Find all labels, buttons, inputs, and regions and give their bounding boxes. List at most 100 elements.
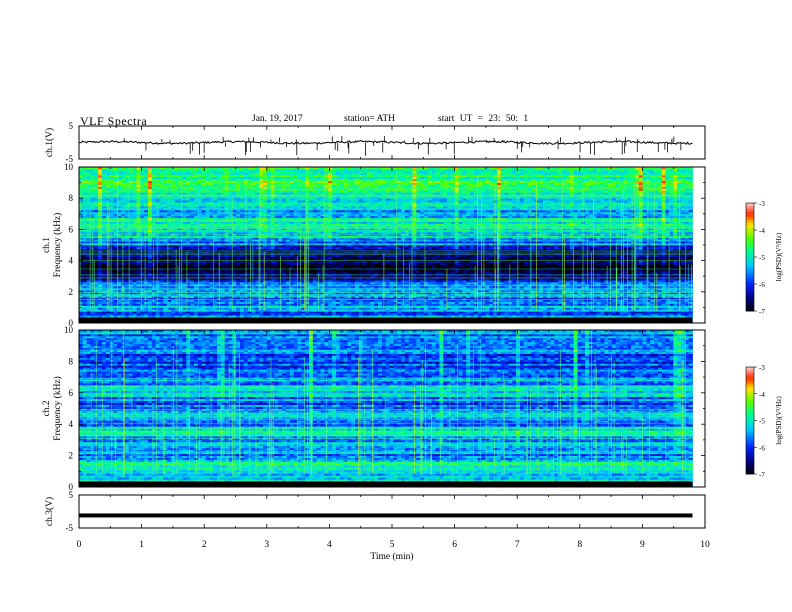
ch1-spectrogram-colorbar-segment [746,246,754,250]
x-tick-label: 3 [264,540,269,550]
ch2-spectrogram-colorbar-segment [746,383,754,387]
ch2-spectrogram-colorbar-segment [746,439,754,443]
ch2-spectrogram-colorbar-segment [746,433,754,437]
y-tick-label: 6 [69,388,74,398]
ch2-spectrogram-colorbar-segment [746,375,754,379]
ch2-spectrogram-colorbar-segment [746,407,754,411]
ch2-spectrogram-heatmap [79,330,693,488]
ch2-spectrogram-low-band [79,481,693,487]
ch1-spectrogram-colorbar-segment [746,221,754,225]
figure-title: VLF Spectra [80,114,147,129]
ch2-spectrogram-colorbar-segment [746,455,754,459]
x-tick-label: 10 [700,540,710,550]
ch2-spectrogram-colorbar-segment [746,380,754,384]
ch2-spectrogram-colorbar-segment [746,468,754,472]
start-time-label: start UT = 23: 50: 1 [438,114,528,124]
ch1-spectrogram-colorbar-segment [746,257,754,261]
ch1-spectrogram-colorbar-segment [746,208,754,212]
y-tick-label: 2 [69,287,74,297]
ch2-spectrogram-colorbar-segment [746,388,754,392]
x-tick-label: 2 [202,540,207,550]
x-axis-label: Time (min) [370,551,413,562]
ch1-spectrogram-colorbar-segment [746,219,754,223]
ch1-spectrogram-colorbar-segment [746,259,754,263]
ch2-spectrogram-colorbar-segment [746,393,754,397]
ch1-spectrogram-colorbar-segment [746,265,754,269]
ch1-spectrogram-colorbar-segment [746,232,754,236]
ch2-spectrogram-colorbar-segment [746,457,754,462]
ch1-spectrogram-colorbar-segment [746,294,754,298]
ch2-spectrogram-colorbar-segment [746,399,754,403]
ch1-spectrogram-heatmap [79,167,693,324]
ch2-spectrogram-colorbar-segment [746,417,754,421]
ch1-spectrogram-colorbar-segment [746,235,754,239]
ch1-spectrogram-colorbar-segment [746,302,754,306]
ch2-spectrogram-colorbar-segment [746,441,754,445]
ch2-spectrogram-colorbar-segment [746,463,754,467]
ch1-spectrogram-colorbar-segment [746,238,754,242]
ch1-spectrogram-colorbar-segment [746,254,754,258]
x-tick-label: 1 [139,540,144,550]
ch1-spectrogram-colorbar-tick-label: -3 [759,200,765,208]
ch2-spectrogram-colorbar-segment [746,369,754,373]
ch1-spectrogram-colorbar-segment [746,273,754,277]
y-tick-label: 8 [69,356,74,366]
ch2-spectrogram-ylabel-channel: ch.2 [42,400,52,416]
ch1-spectrogram-colorbar-segment [746,305,754,309]
ch2-spectrogram-colorbar-segment [746,428,754,432]
ch1-spectrogram-colorbar-segment [746,262,754,266]
ch1-waveform-frame [78,125,706,160]
ch2-spectrogram-colorbar-segment [746,471,754,475]
y-tick-label: 10 [64,162,74,172]
y-tick-label: -5 [66,154,74,164]
ch1-spectrogram-low-band [79,317,693,323]
ch2-spectrogram-colorbar-tick-label: -7 [759,471,765,479]
ch1-spectrogram-colorbar-segment [746,267,754,271]
ch1-spectrogram-colorbar-segment [746,284,754,288]
x-tick-label: 8 [577,540,582,550]
ch1-spectrogram-colorbar-segment [746,216,754,220]
ch2-spectrogram-colorbar-segment [746,436,754,440]
ch1-spectrogram-colorbar-segment [746,292,754,296]
x-tick-label: 7 [515,540,520,550]
ch2-spectrogram-colorbar-segment [746,449,754,453]
y-tick-label: 5 [69,121,74,131]
ch1-spectrogram-colorbar-segment [746,211,754,215]
ch1-spectrogram-colorbar-tick-label: -4 [759,227,765,235]
ch1-spectrogram-colorbar-segment [746,248,754,252]
ch1-spectrogram-colorbar-segment [746,227,754,231]
ch1-spectrogram-colorbar-segment [746,281,754,285]
ch1-spectrogram-colorbar-segment [746,205,754,209]
x-tick-label: 0 [77,540,82,550]
ch2-spectrogram-colorbar-segment [746,420,754,424]
ch3-waveform-ylabel: ch.3(V) [44,497,55,526]
ch1-spectrogram-colorbar-label: log(PSD)(V²/Hz) [775,232,783,281]
ch2-spectrogram-colorbar-segment [746,404,754,408]
y-tick-label: 5 [69,490,74,500]
ch2-spectrogram-colorbar-segment [746,423,754,427]
ch1-spectrogram-colorbar-tick-label: -5 [759,254,765,262]
y-tick-label: 2 [69,451,74,461]
x-tick-label: 9 [640,540,645,550]
ch2-spectrogram-colorbar-segment [746,372,754,376]
y-tick-label: 6 [69,224,74,234]
ch2-spectrogram-colorbar-label: log(PSD)(V²/Hz) [775,396,783,445]
ch1-spectrogram-colorbar-segment [746,213,754,217]
ch2-spectrogram-colorbar-tick-label: -6 [759,444,765,452]
y-tick-label: 4 [69,419,74,429]
ch2-spectrogram-colorbar-tick-label: -3 [759,364,765,372]
ch2-spectrogram-ylabel-frequency: Frequency (kHz) [52,376,63,441]
ch1-spectrogram-ylabel-frequency: Frequency (kHz) [52,213,63,278]
x-tick-label: 5 [390,540,395,550]
ch2-spectrogram-colorbar-segment [746,465,754,470]
ch2-spectrogram-colorbar-segment [746,377,754,381]
y-tick-label: 4 [69,256,74,266]
y-tick-label: 0 [69,318,74,328]
ch2-spectrogram-colorbar-segment [746,444,754,448]
ch2-spectrogram-colorbar-segment [746,409,754,413]
ch2-spectrogram-colorbar-segment [746,401,754,405]
ch3-waveform-frame [78,494,706,529]
ch2-spectrogram-colorbar-segment [746,431,754,435]
ch1-spectrogram-colorbar-tick-label: -6 [759,281,765,289]
